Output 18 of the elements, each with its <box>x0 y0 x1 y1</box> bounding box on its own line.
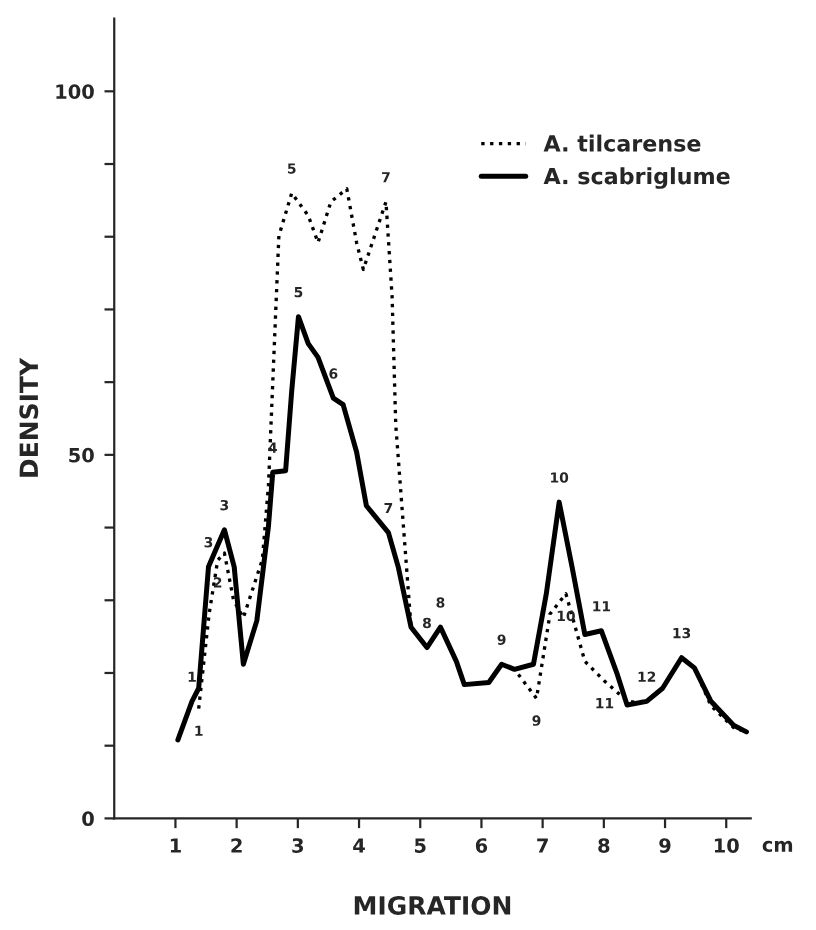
y-tick-label: 100 <box>56 84 94 99</box>
x-tick-label: 2 <box>231 838 242 853</box>
y-axis-title: DENSITY <box>19 357 39 477</box>
y-tick-label: 50 <box>69 447 94 463</box>
x-axis-title: MIGRATION <box>354 895 511 915</box>
legend-label: A. tilcarense <box>543 134 701 152</box>
x-tick-label: 10 <box>714 838 739 853</box>
x-tick-label: 5 <box>414 838 426 853</box>
legend-label: A. scabriglume <box>543 167 730 189</box>
text: cm <box>762 840 793 853</box>
x-tick-label: 8 <box>598 838 610 853</box>
x-tick-label: 1 <box>170 838 181 853</box>
y-tick-label: 0 <box>82 811 94 827</box>
x-tick-label: 9 <box>659 838 671 853</box>
x-tick-label: 4 <box>353 838 365 853</box>
x-tick-label: 7 <box>537 838 548 853</box>
x-tick-label: 6 <box>475 838 488 853</box>
x-tick-label: 3 <box>292 838 304 853</box>
